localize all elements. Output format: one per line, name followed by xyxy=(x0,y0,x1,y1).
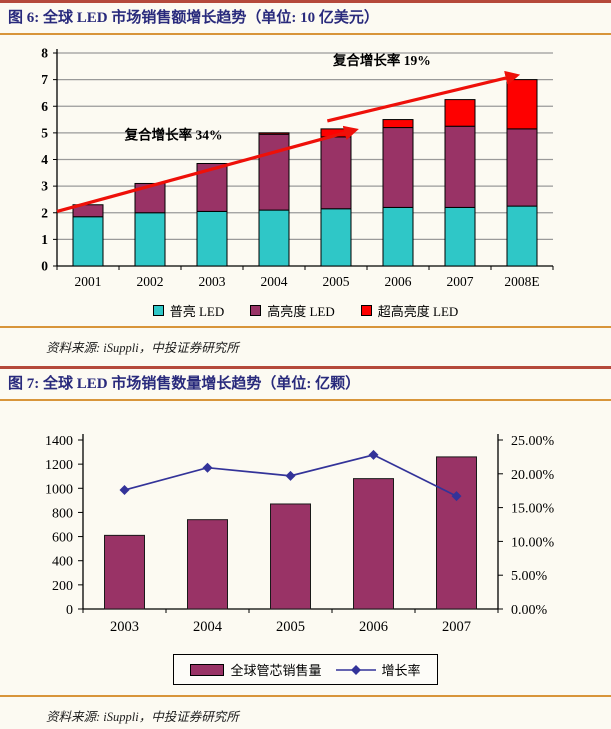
stacked-bar-segment xyxy=(320,136,352,210)
stacked-bar-segment xyxy=(444,99,476,127)
figure6-top-rule xyxy=(0,0,611,3)
legend-item-gao-liang-du-led: 高亮度 LED xyxy=(250,301,335,320)
svg-text:2003: 2003 xyxy=(110,619,139,635)
svg-text:5: 5 xyxy=(41,125,48,140)
svg-text:2006: 2006 xyxy=(385,274,412,289)
svg-text:6: 6 xyxy=(41,99,48,114)
legend-item-sales-volume: 全球管芯销售量 xyxy=(190,660,322,679)
svg-text:7: 7 xyxy=(41,72,48,87)
svg-text:10.00%: 10.00% xyxy=(511,535,555,550)
stacked-bar-segment xyxy=(506,79,538,130)
svg-text:15.00%: 15.00% xyxy=(511,502,555,517)
figure7-svg: 0 200 400 600 800 1000 1200 1400 0.00% 5.00% 10.00… xyxy=(45,434,555,635)
stacked-bar-segment xyxy=(72,216,104,267)
stacked-bar-segment xyxy=(196,210,228,267)
figure6-title-underline xyxy=(0,33,611,35)
legend-item-pu-liang-led: 普亮 LED xyxy=(152,301,225,320)
svg-text:1000: 1000 xyxy=(45,482,73,497)
legend-label: 超高亮度 LED xyxy=(377,303,459,319)
svg-text:复合增长率 34%: 复合增长率 34% xyxy=(124,127,223,143)
svg-text:200: 200 xyxy=(52,579,73,594)
svg-text:0: 0 xyxy=(66,603,73,618)
figure7-bottom-rule xyxy=(0,695,611,697)
legend-label: 高亮度 LED xyxy=(267,303,335,319)
svg-text:20.00%: 20.00% xyxy=(511,468,555,483)
svg-text:25.00%: 25.00% xyxy=(511,434,555,449)
stacked-bar-segment xyxy=(258,132,290,135)
stacked-bar-segment xyxy=(72,204,104,218)
volume-bar xyxy=(187,519,228,610)
stacked-bar-segment xyxy=(382,127,414,208)
figure7-source: 资料来源: iSuppli，中投证券研究所 xyxy=(46,710,239,724)
svg-text:2: 2 xyxy=(41,205,48,220)
svg-text:2005: 2005 xyxy=(276,619,305,635)
legend-item-chao-gao-liang-du-led: 超高亮度 LED xyxy=(360,301,459,320)
figure6-legend: 普亮 LED 高亮度 LED 超高亮度 LED xyxy=(0,298,611,322)
maroon-bar-swatch-icon xyxy=(190,663,225,676)
svg-text:2005: 2005 xyxy=(323,274,350,289)
svg-text:3: 3 xyxy=(41,179,48,194)
svg-text:2003: 2003 xyxy=(199,274,226,289)
teal-swatch-icon xyxy=(152,304,164,316)
stacked-bar-segment xyxy=(134,212,166,267)
figure7-top-rule xyxy=(0,366,611,369)
svg-text:8: 8 xyxy=(41,46,48,61)
stacked-bar-segment xyxy=(444,125,476,208)
svg-text:2002: 2002 xyxy=(137,274,164,289)
figure6-chart: 0 1 2 3 4 5 6 7 8 2001 2002 2003 2004 2005 2006 2007 200… xyxy=(8,41,611,298)
stacked-bar-segment xyxy=(320,208,352,267)
svg-text:2004: 2004 xyxy=(193,619,223,635)
svg-text:4: 4 xyxy=(41,152,48,167)
stacked-bar-segment xyxy=(382,206,414,267)
svg-text:2008E: 2008E xyxy=(504,274,539,289)
figure6-bottom-rule xyxy=(0,326,611,328)
svg-text:2001: 2001 xyxy=(75,274,102,289)
figure6-svg: 0 1 2 3 4 5 6 7 8 2001 2002 2003 2004 2005 2006 2007 200… xyxy=(41,46,554,289)
volume-bar xyxy=(436,456,477,610)
svg-text:800: 800 xyxy=(52,506,73,521)
legend-label: 增长率 xyxy=(381,663,421,678)
svg-text:复合增长率 19%: 复合增长率 19% xyxy=(332,52,431,68)
figure7-title: 图 7: 全球 LED 市场销售数量增长趋势（单位: 亿颗） xyxy=(8,376,361,392)
volume-bar xyxy=(104,534,145,610)
stacked-bar-segment xyxy=(258,209,290,267)
stacked-bar-segment xyxy=(506,128,538,207)
figure7-legend: 全球管芯销售量 增长率 xyxy=(173,654,438,685)
stacked-bar-segment xyxy=(444,206,476,267)
stacked-bar-segment xyxy=(506,205,538,267)
legend-label: 全球管芯销售量 xyxy=(230,663,322,678)
svg-text:400: 400 xyxy=(52,555,73,570)
svg-text:2004: 2004 xyxy=(261,274,288,289)
maroon-swatch-icon xyxy=(250,304,262,316)
red-swatch-icon xyxy=(360,304,372,316)
legend-label: 普亮 LED xyxy=(169,303,225,319)
svg-text:1: 1 xyxy=(41,232,48,247)
volume-bar xyxy=(270,503,311,610)
figure6-title: 图 6: 全球 LED 市场销售额增长趋势（单位: 10 亿美元） xyxy=(8,10,379,26)
svg-text:0: 0 xyxy=(41,259,48,274)
legend-item-growth-rate: 增长率 xyxy=(335,660,421,679)
figure6-source: 资料来源: iSuppli，中投证券研究所 xyxy=(46,341,239,355)
svg-text:5.00%: 5.00% xyxy=(511,569,548,584)
svg-text:2007: 2007 xyxy=(442,619,471,635)
stacked-bar-segment xyxy=(382,119,414,129)
svg-text:1400: 1400 xyxy=(45,434,73,449)
figure7-title-underline xyxy=(0,399,611,401)
line-diamond-swatch-icon xyxy=(335,664,376,675)
stacked-bar-segment xyxy=(258,133,290,211)
svg-text:2006: 2006 xyxy=(359,619,388,635)
figure7-chart: 0 200 400 600 800 1000 1200 1400 0.00% 5.00% 10.00… xyxy=(8,407,611,650)
svg-text:600: 600 xyxy=(52,531,73,546)
svg-text:2007: 2007 xyxy=(447,274,474,289)
svg-text:0.00%: 0.00% xyxy=(511,603,548,618)
svg-text:1200: 1200 xyxy=(45,458,73,473)
volume-bar xyxy=(353,478,394,610)
